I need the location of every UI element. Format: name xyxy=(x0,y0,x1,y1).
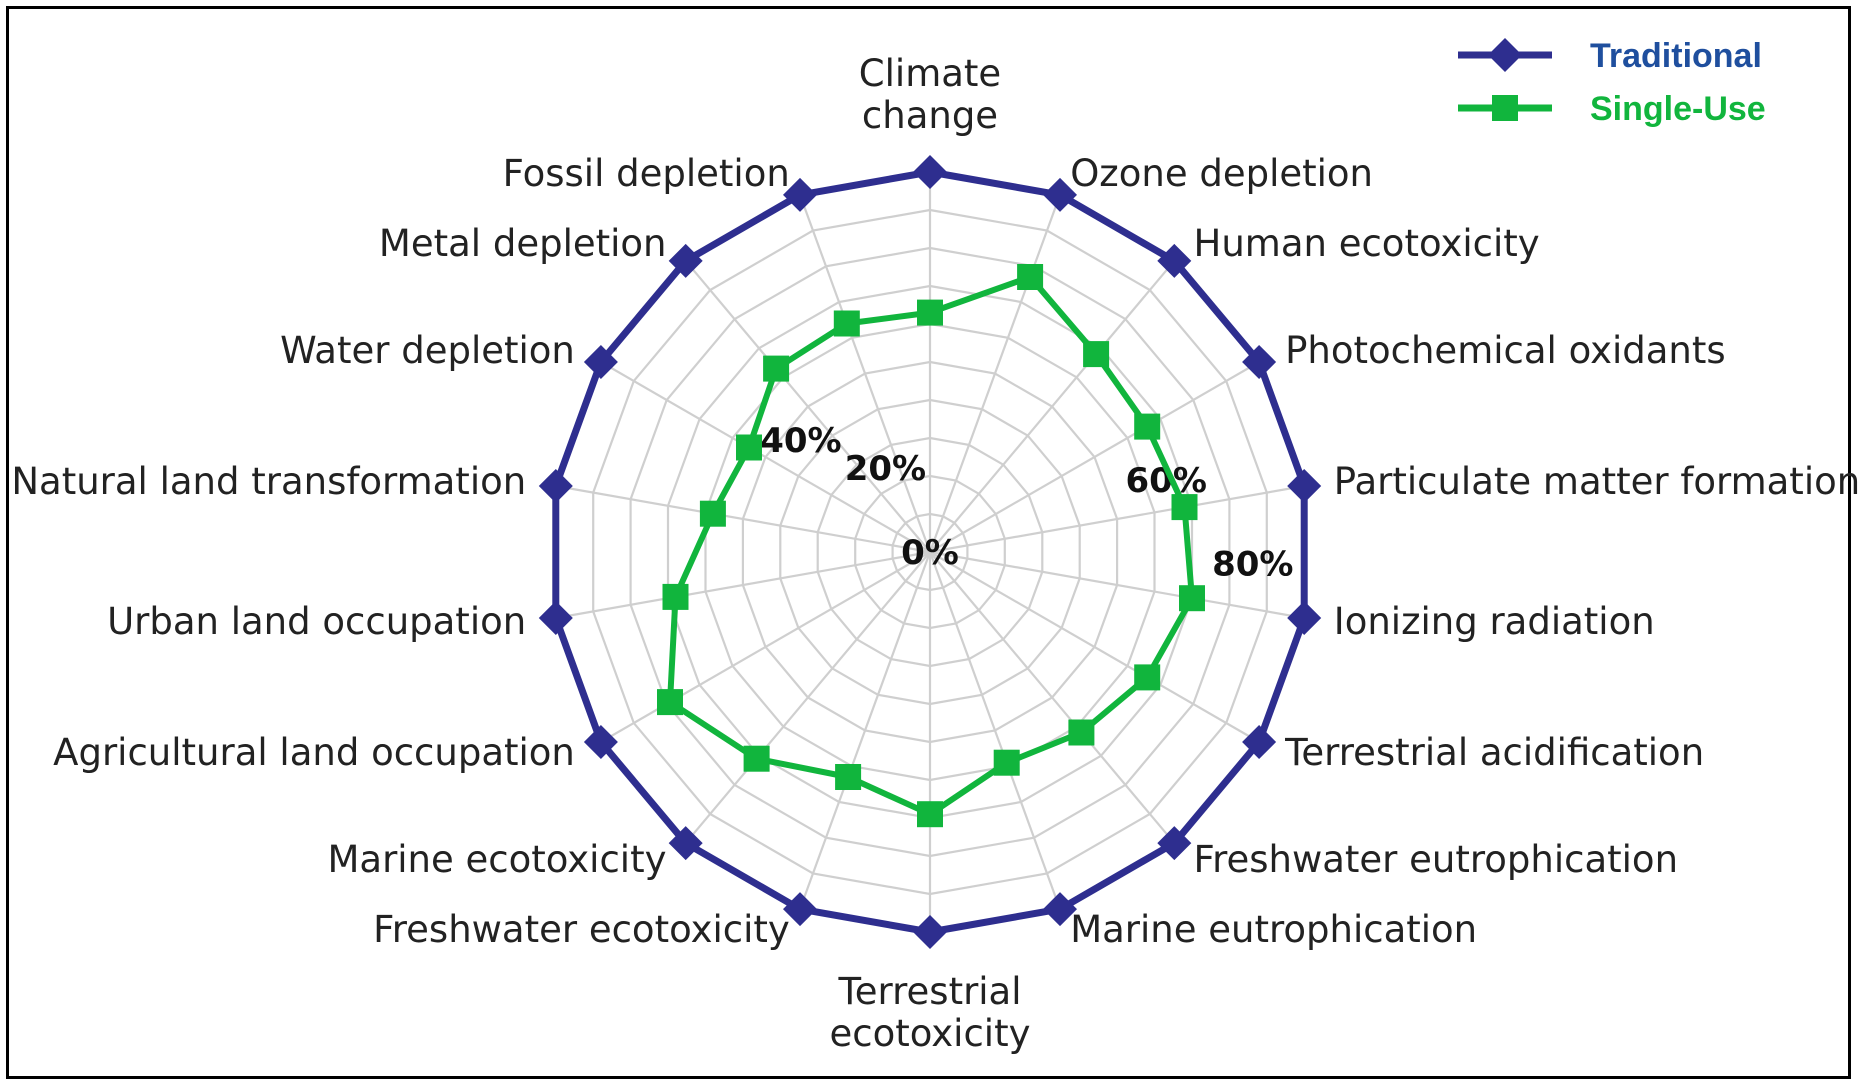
grid-spoke xyxy=(684,551,931,844)
ring-label: 40% xyxy=(760,421,841,461)
grid-spoke xyxy=(929,484,1305,554)
category-label: Ozone depletion xyxy=(1070,152,1373,195)
data-point xyxy=(668,826,703,861)
legend-marker xyxy=(1492,95,1518,121)
category-label: Freshwater eutrophication xyxy=(1194,838,1679,881)
category-label: Terrestrial acidification xyxy=(1284,731,1704,774)
data-point xyxy=(1068,719,1095,746)
grid-spoke xyxy=(684,260,931,553)
data-point xyxy=(913,915,947,949)
category-label: Freshwater ecotoxicity xyxy=(373,908,790,951)
grid-spoke xyxy=(929,551,1176,844)
ring-label: 0% xyxy=(901,533,959,573)
legend-item: Traditional xyxy=(1458,37,1762,75)
legend-marker xyxy=(1488,38,1522,72)
series-traditional xyxy=(538,155,1322,949)
data-point xyxy=(917,801,943,828)
category-label: Ionizing radiation xyxy=(1334,600,1655,643)
data-point xyxy=(1287,469,1322,503)
data-point xyxy=(1043,892,1077,927)
data-point xyxy=(917,299,943,326)
data-point xyxy=(1017,264,1044,290)
category-label: Human ecotoxicity xyxy=(1194,222,1540,265)
grid-spoke xyxy=(798,551,932,910)
data-point xyxy=(833,310,860,337)
category-label: Terrestrial ecotoxicity xyxy=(830,970,1031,1055)
data-point xyxy=(1157,826,1192,861)
data-point xyxy=(668,243,703,278)
category-label: Climate change xyxy=(859,52,1001,137)
grid xyxy=(555,172,1305,932)
data-point xyxy=(583,345,618,379)
legend-label: Single-Use xyxy=(1590,90,1766,128)
grid-spoke xyxy=(929,260,1176,553)
data-point xyxy=(835,764,862,790)
grid-spoke xyxy=(928,551,1062,910)
category-label: Natural land transformation xyxy=(11,460,526,503)
category-label: Water depletion xyxy=(280,329,575,372)
data-point xyxy=(1171,494,1198,521)
category-label: Photochemical oxidants xyxy=(1285,329,1726,372)
data-point xyxy=(662,583,689,610)
grid-spoke xyxy=(600,551,931,743)
data-point xyxy=(1083,341,1110,368)
category-label: Marine ecotoxicity xyxy=(327,838,666,881)
grid-spoke xyxy=(798,194,932,553)
legend-item: Single-Use xyxy=(1458,90,1766,128)
ring-label: 80% xyxy=(1212,544,1293,584)
data-point xyxy=(993,749,1020,776)
category-label: Particulate matter formation xyxy=(1334,460,1860,503)
data-point xyxy=(783,892,817,927)
data-point xyxy=(1179,585,1205,612)
data-point xyxy=(1242,345,1277,379)
data-point xyxy=(1242,725,1277,759)
data-point xyxy=(1287,601,1322,635)
data-point xyxy=(743,745,770,772)
legend-label: Traditional xyxy=(1590,37,1762,75)
data-point xyxy=(1134,413,1161,440)
data-point xyxy=(1157,243,1192,278)
data-point xyxy=(538,601,573,635)
grid-spoke xyxy=(929,551,1260,743)
legend: Traditional Single-Use xyxy=(1458,37,1766,128)
category-label: Urban land occupation xyxy=(107,600,526,643)
category-labels: Climate change Ozone depletion Human ecotox… xyxy=(11,52,1860,1055)
data-point xyxy=(1043,177,1077,212)
category-label: Marine eutrophication xyxy=(1070,908,1477,951)
data-point xyxy=(913,155,947,189)
data-point xyxy=(538,469,573,503)
category-label: Fossil depletion xyxy=(503,152,790,195)
grid-spoke xyxy=(929,550,1305,620)
grid-spoke xyxy=(555,484,931,554)
data-point xyxy=(657,689,683,716)
grid-spoke xyxy=(600,361,931,553)
grid-spoke xyxy=(555,550,931,620)
data-point xyxy=(1134,664,1161,691)
category-label: Metal depletion xyxy=(379,222,667,265)
data-point xyxy=(736,434,762,461)
data-point xyxy=(583,725,618,759)
data-point xyxy=(763,355,790,382)
series-single-use xyxy=(657,264,1205,828)
category-label: Agricultural land occupation xyxy=(53,731,575,774)
ring-label: 20% xyxy=(845,449,926,489)
series xyxy=(538,155,1322,949)
grid-spoke xyxy=(928,194,1062,553)
data-point xyxy=(699,500,726,527)
data-point xyxy=(783,177,817,212)
grid-spoke xyxy=(929,361,1260,553)
